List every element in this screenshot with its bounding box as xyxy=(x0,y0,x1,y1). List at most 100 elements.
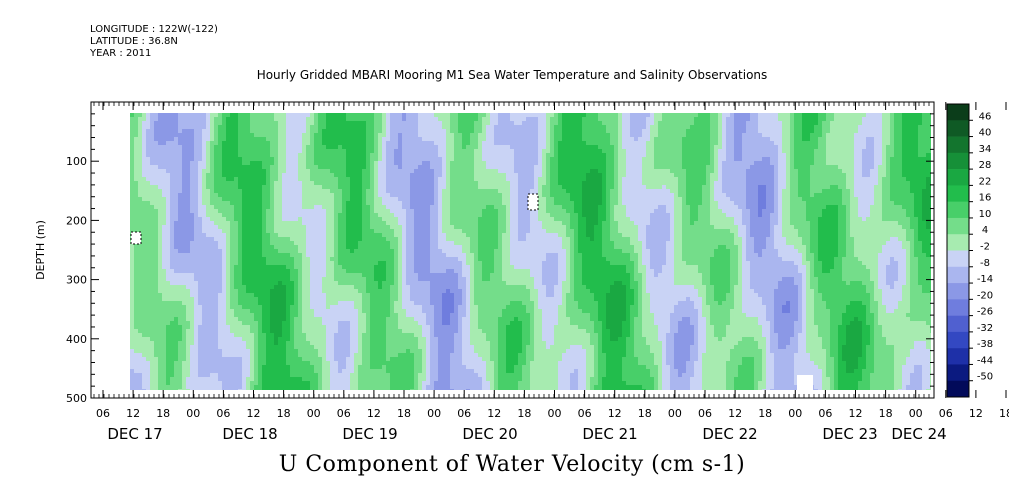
heatmap-cell xyxy=(262,305,267,310)
heatmap-cell xyxy=(130,317,135,322)
heatmap-cell xyxy=(202,149,207,154)
heatmap-cell xyxy=(322,165,327,170)
heatmap-cell xyxy=(342,169,347,174)
heatmap-cell xyxy=(254,305,259,310)
heatmap-cell xyxy=(302,117,307,122)
heatmap-cell xyxy=(246,365,251,370)
heatmap-cell xyxy=(378,281,383,286)
heatmap-cell xyxy=(382,129,387,134)
heatmap-cell xyxy=(142,233,147,238)
heatmap-cell xyxy=(290,301,295,306)
heatmap-cell xyxy=(402,269,407,274)
heatmap-cell xyxy=(206,357,211,362)
heatmap-cell xyxy=(394,309,399,314)
heatmap-cell xyxy=(406,197,411,202)
heatmap-cell xyxy=(306,241,311,246)
heatmap-cell xyxy=(202,137,207,142)
heatmap-cell xyxy=(406,329,411,334)
heatmap-cell xyxy=(170,113,175,118)
heatmap-cell xyxy=(198,349,203,354)
heatmap-cell xyxy=(386,185,391,190)
heatmap-cell xyxy=(406,309,411,314)
heatmap-cell xyxy=(358,289,363,294)
heatmap-cell xyxy=(214,321,219,326)
heatmap-cell xyxy=(394,229,399,234)
heatmap-cell xyxy=(130,141,135,146)
heatmap-cell xyxy=(294,317,299,322)
heatmap-cell xyxy=(378,249,383,254)
heatmap-cell xyxy=(226,361,231,366)
heatmap-cell xyxy=(146,265,151,270)
heatmap-cell xyxy=(310,325,315,330)
heatmap-cell xyxy=(290,389,295,390)
heatmap-cell xyxy=(302,141,307,146)
heatmap-cell xyxy=(238,141,243,146)
heatmap-cell xyxy=(254,237,259,242)
heatmap-cell xyxy=(374,117,379,122)
heatmap-cell xyxy=(178,305,183,310)
heatmap-cell xyxy=(242,241,247,246)
heatmap-cell xyxy=(410,265,415,270)
heatmap-cell xyxy=(394,153,399,158)
heatmap-cell xyxy=(338,313,343,318)
heatmap-cell xyxy=(202,365,207,370)
heatmap-cell xyxy=(158,129,163,134)
heatmap-cell xyxy=(362,253,367,258)
heatmap-cell xyxy=(278,221,283,226)
heatmap-cell xyxy=(362,341,367,346)
heatmap-cell xyxy=(366,381,371,386)
heatmap-cell xyxy=(250,357,255,362)
heatmap-cell xyxy=(310,317,315,322)
heatmap-cell xyxy=(354,349,359,354)
heatmap-cell xyxy=(294,373,299,378)
heatmap-cell xyxy=(290,145,295,150)
heatmap-cell xyxy=(230,185,235,190)
heatmap-cell xyxy=(182,341,187,346)
heatmap-cell xyxy=(378,233,383,238)
heatmap-cell xyxy=(310,301,315,306)
heatmap-cell xyxy=(338,377,343,382)
heatmap-cell xyxy=(318,173,323,178)
heatmap-cell xyxy=(374,241,379,246)
heatmap-cell xyxy=(142,329,147,334)
heatmap-cell xyxy=(266,353,271,358)
heatmap-cell xyxy=(190,321,195,326)
heatmap-cell xyxy=(234,309,239,314)
heatmap-cell xyxy=(178,337,183,342)
heatmap-cell xyxy=(358,133,363,138)
heatmap-cell xyxy=(382,369,387,374)
heatmap-cell xyxy=(326,165,331,170)
heatmap-cell xyxy=(414,173,419,178)
heatmap-cell xyxy=(370,273,375,278)
heatmap-cell xyxy=(334,133,339,138)
heatmap-cell xyxy=(246,225,251,230)
heatmap-cell xyxy=(398,117,403,122)
heatmap-cell xyxy=(358,265,363,270)
heatmap-cell xyxy=(394,125,399,130)
heatmap-cell xyxy=(354,289,359,294)
heatmap-cell xyxy=(390,193,395,198)
heatmap-cell xyxy=(130,149,135,154)
heatmap-cell xyxy=(262,357,267,362)
heatmap-cell xyxy=(286,197,291,202)
heatmap-cell xyxy=(362,133,367,138)
heatmap-cell xyxy=(210,369,215,374)
heatmap-cell xyxy=(346,145,351,150)
heatmap-cell xyxy=(142,117,147,122)
heatmap-cell xyxy=(166,381,171,386)
heatmap-cell xyxy=(410,277,415,282)
heatmap-cell xyxy=(170,249,175,254)
heatmap-cell xyxy=(374,217,379,222)
heatmap-cell xyxy=(202,277,207,282)
heatmap-cell xyxy=(414,133,419,138)
heatmap-cell xyxy=(342,125,347,130)
heatmap-cell xyxy=(362,257,367,262)
heatmap-cell xyxy=(190,157,195,162)
heatmap-cell xyxy=(214,121,219,126)
heatmap-cell xyxy=(242,153,247,158)
heatmap-cell xyxy=(314,245,319,250)
heatmap-cell xyxy=(210,137,215,142)
heatmap-cell xyxy=(350,125,355,130)
heatmap-cell xyxy=(186,245,191,250)
heatmap-cell xyxy=(206,261,211,266)
